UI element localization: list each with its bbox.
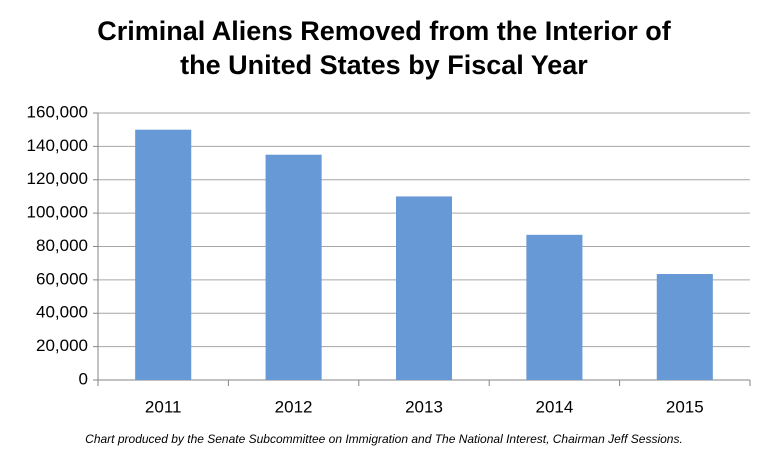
y-tick-label: 140,000 [27,136,88,155]
y-tick-label: 100,000 [27,203,88,222]
bar [265,154,322,380]
x-tick-label: 2011 [145,397,182,416]
x-tick-label: 2013 [405,397,443,416]
bar [135,129,192,380]
y-tick-label: 0 [79,369,88,388]
y-tick-label: 80,000 [36,236,88,255]
chart-title: Criminal Aliens Removed from the Interio… [97,16,671,80]
x-tick-label: 2015 [666,397,704,416]
bar [526,234,583,380]
footnote: Chart produced by the Senate Subcommitte… [85,432,683,446]
x-tick-label: 2012 [275,397,313,416]
y-tick-label: 160,000 [27,102,88,121]
bar [656,274,713,380]
title-box: Criminal Aliens Removed from the Interio… [97,16,671,80]
bar [395,196,453,380]
y-tick-label: 20,000 [36,336,88,355]
x-tick-label: 2014 [535,397,573,416]
y-tick-label: 60,000 [36,269,88,288]
y-tick-label: 120,000 [27,169,88,188]
y-tick-label: 40,000 [36,303,88,322]
